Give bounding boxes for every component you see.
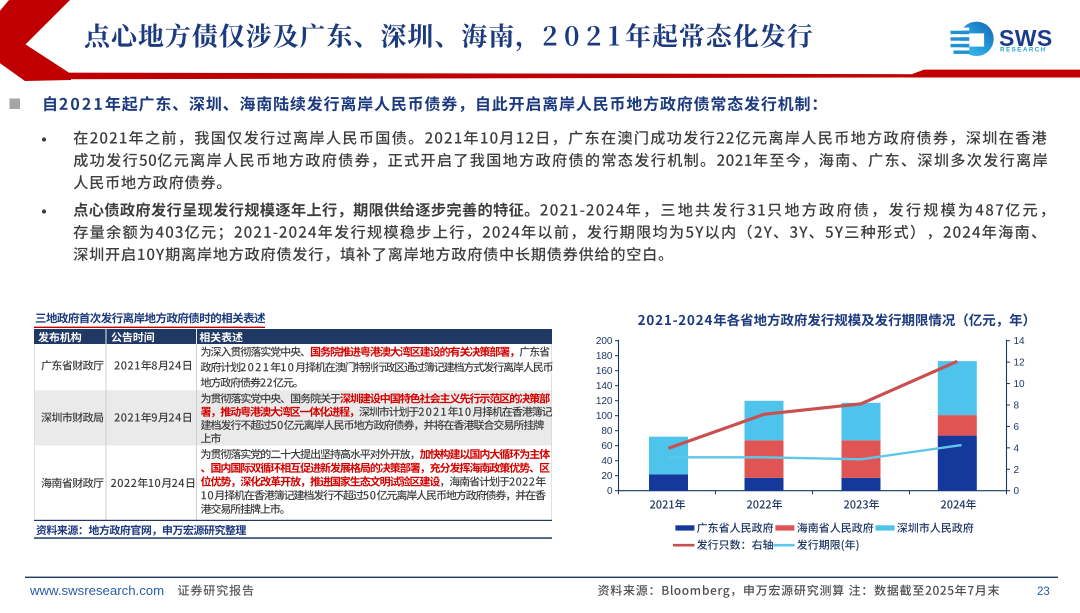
svg-text:0: 0 [1014, 486, 1020, 497]
svg-text:80: 80 [601, 426, 613, 437]
svg-text:4: 4 [1014, 443, 1020, 454]
svg-text:200: 200 [596, 336, 613, 347]
svg-text:23: 23 [1037, 586, 1050, 598]
svg-text:40: 40 [601, 456, 613, 467]
svg-text:120: 120 [596, 396, 613, 407]
svg-text:20: 20 [601, 471, 613, 482]
svg-text:0: 0 [607, 486, 613, 497]
svg-text:10: 10 [1014, 379, 1026, 390]
svg-text:www.swsresearch.com: www.swsresearch.com [29, 583, 164, 598]
svg-text:180: 180 [596, 351, 613, 362]
svg-text:160: 160 [596, 366, 613, 377]
svg-text:100: 100 [596, 411, 613, 422]
svg-text:60: 60 [601, 441, 613, 452]
svg-text:2: 2 [1014, 465, 1020, 476]
svg-text:140: 140 [596, 381, 613, 392]
svg-text:SWS: SWS [999, 25, 1053, 51]
svg-text:8: 8 [1014, 400, 1020, 411]
svg-text:12: 12 [1014, 358, 1026, 369]
svg-text:14: 14 [1014, 336, 1026, 347]
svg-text:RESEARCH: RESEARCH [1000, 47, 1047, 54]
svg-text:6: 6 [1014, 422, 1020, 433]
